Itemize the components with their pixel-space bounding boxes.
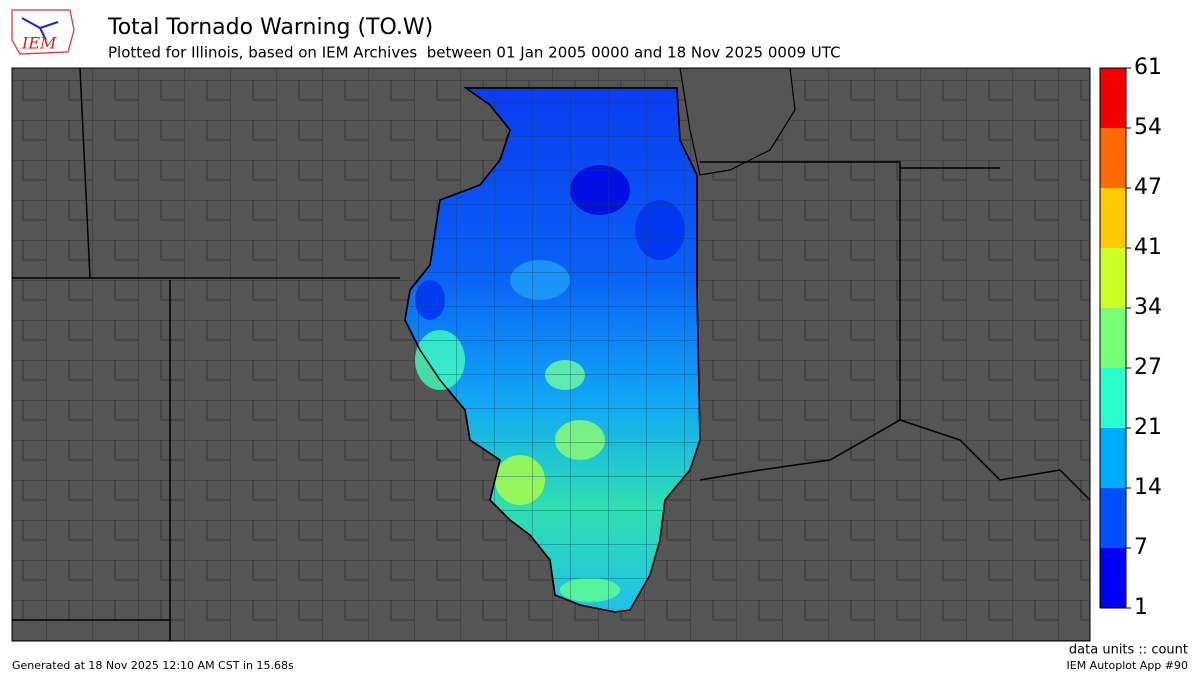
- colorbar-segment: [1100, 188, 1126, 248]
- colorbar-segment: [1100, 308, 1126, 368]
- colorbar-tick-label: 7: [1134, 535, 1148, 560]
- generated-note: Generated at 18 Nov 2025 12:10 AM CST in…: [12, 659, 294, 672]
- title: Total Tornado Warning (TO.W): [107, 15, 433, 40]
- colorbar-segment: [1100, 248, 1126, 308]
- colorbar-tick-label: 1: [1134, 595, 1148, 620]
- colorbar-tick-label: 41: [1134, 235, 1162, 260]
- colorbar-segment: [1100, 128, 1126, 188]
- colorbar-segment: [1100, 488, 1126, 548]
- colorbar-segment: [1100, 428, 1126, 488]
- lake-michigan: [679, 68, 796, 176]
- colorbar-frame: [1099, 67, 1127, 609]
- colorbar-tick-label: 27: [1134, 355, 1162, 380]
- illinois-counties: [404, 87, 701, 613]
- colorbar-tick-label: 21: [1134, 415, 1162, 440]
- state-borders: [12, 68, 1000, 641]
- colorbar-tick-label: 54: [1134, 115, 1162, 140]
- colorbar-tick-label: 47: [1134, 175, 1162, 200]
- logo-text: IEM: [21, 34, 57, 53]
- state-borders: [699, 419, 1090, 501]
- map: [12, 68, 1090, 641]
- colorbar-tick-label: 61: [1134, 55, 1162, 80]
- colorbar-segment: [1100, 548, 1126, 608]
- units-label: data units :: count: [1069, 643, 1188, 658]
- subtitle: Plotted for Illinois, based on IEM Archi…: [108, 44, 841, 62]
- map-frame: [11, 67, 1091, 642]
- colorbar-segment: [1100, 68, 1126, 128]
- logo: IEM: [11, 9, 75, 55]
- colorbar: 1 7 14 21 27 34 41 47 54 61: [1099, 55, 1162, 620]
- colorbar-tick-label: 14: [1134, 475, 1162, 500]
- colorbar-tick-label: 34: [1134, 295, 1162, 320]
- colorbar-segment: [1100, 368, 1126, 428]
- app-label: IEM Autoplot App #90: [1067, 659, 1189, 672]
